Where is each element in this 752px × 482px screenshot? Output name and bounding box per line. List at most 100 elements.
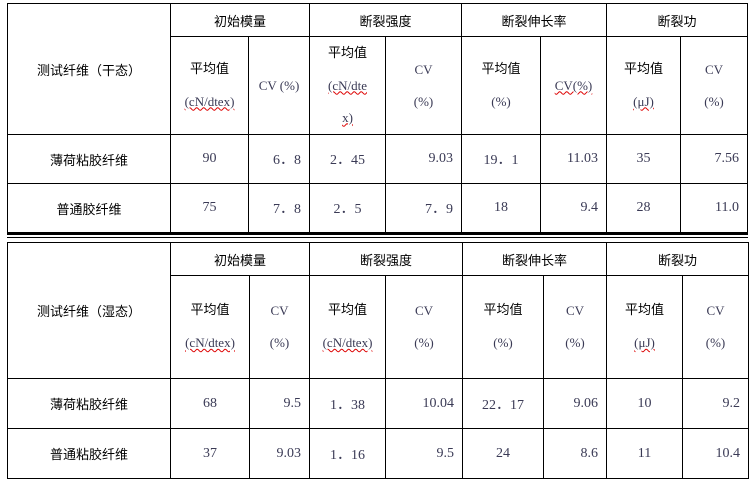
cv-value: 7.56 — [680, 134, 748, 184]
subheader-cell: CV(%) — [540, 36, 607, 135]
subheader-unit: (%) — [491, 93, 511, 109]
cv-value: 11.03 — [540, 134, 607, 184]
mean-value: 28 — [606, 183, 681, 233]
row-header-label: 测试纤维（干态） — [7, 3, 171, 135]
subheader-cell: CV (%) — [385, 275, 463, 379]
subheader-label: 平均值 — [327, 45, 367, 61]
dry-state-table: 测试纤维（干态） 初始模量 断裂强度 断裂伸长率 断裂功 平均值 (cN/dtex) CV (… — [7, 3, 748, 233]
group-header: 断裂伸长率 — [462, 242, 607, 276]
subheader-unit: (cN/dtex) — [185, 335, 235, 350]
mean-value: 2．5 — [309, 183, 386, 233]
subheader-cell: CV (%) — [385, 36, 462, 135]
subheader-unit: (%) — [565, 335, 585, 350]
subheader-unit: CV — [706, 303, 725, 318]
subheader-unit: (%) — [414, 335, 434, 350]
table-separator — [7, 232, 748, 238]
row-header-label: 测试纤维（湿态） — [7, 242, 171, 379]
subheader-cell: 平均值 (cN/dtex) — [309, 275, 386, 379]
subheader-unit: CV — [414, 61, 433, 77]
subheader-unit: CV (%) — [258, 77, 300, 93]
subheader-unit: CV — [270, 303, 289, 318]
subheader-cell: 平均值 (cN/dte x) — [309, 36, 386, 135]
mean-value: 37 — [170, 428, 250, 479]
mean-value: 2．45 — [309, 134, 386, 184]
group-header-row: 测试纤维（湿态） 初始模量 断裂强度 断裂伸长率 断裂功 — [7, 242, 749, 379]
cv-value: 6．8 — [248, 134, 310, 184]
subheader-cell: 平均值 (%) — [461, 36, 541, 135]
fiber-name: 普通粘胶纤维 — [7, 428, 171, 479]
mean-value: 22．17 — [462, 378, 544, 429]
table-row: 普通粘胶纤维 37 9.03 1．16 9.5 24 8.6 11 10.4 — [7, 428, 749, 479]
cv-value: 9.2 — [682, 378, 749, 429]
subheader-unit: (%) — [705, 335, 726, 350]
cv-value: 9.06 — [543, 378, 607, 429]
cv-value: 9.03 — [249, 428, 310, 479]
subheader-cell: 平均值 (%) — [462, 275, 544, 379]
subheader-label: 平均值 — [327, 303, 367, 318]
cv-value: 9.5 — [249, 378, 310, 429]
cv-value: 9.03 — [385, 134, 462, 184]
subheader-unit: (%) — [413, 93, 434, 109]
mean-value: 24 — [462, 428, 544, 479]
subheader-label: 平均值 — [481, 61, 521, 77]
mean-value: 11 — [606, 428, 683, 479]
mean-value: 10 — [606, 378, 683, 429]
group-header: 断裂强度 — [309, 242, 463, 276]
mean-value: 19．1 — [461, 134, 541, 184]
cv-value: 9.5 — [385, 428, 463, 479]
subheader-unit: (%) — [493, 335, 513, 350]
cv-value: 10.04 — [385, 378, 463, 429]
group-header-row: 测试纤维（干态） 初始模量 断裂强度 断裂伸长率 断裂功 — [7, 3, 748, 135]
group-header: 断裂伸长率 — [461, 3, 607, 37]
subheader-unit: x) — [342, 109, 353, 125]
subheader-cell: CV(%) — [680, 36, 748, 135]
subheader-label: 平均值 — [189, 61, 229, 77]
subheader-unit: CV — [414, 303, 434, 318]
mean-value: 18 — [461, 183, 541, 233]
subheader-label: 平均值 — [624, 303, 664, 318]
cv-value: 11.0 — [680, 183, 748, 233]
subheader-unit: (cN/dtex) — [184, 93, 235, 109]
fiber-name: 普通胶纤维 — [7, 183, 171, 233]
subheader-unit: (cN/dte — [328, 77, 367, 93]
cv-value: 10.4 — [682, 428, 749, 479]
mean-value: 1．16 — [309, 428, 386, 479]
subheader-cell: CV (%) — [249, 275, 310, 379]
subheader-label: 平均值 — [623, 61, 663, 77]
cv-value: 8.6 — [543, 428, 607, 479]
subheader-cell: CV (%) — [543, 275, 607, 379]
mean-value: 35 — [606, 134, 681, 184]
subheader-unit: (μJ) — [634, 335, 655, 350]
subheader-label: 平均值 — [190, 303, 230, 318]
group-header: 断裂功 — [606, 3, 748, 37]
group-header: 断裂强度 — [309, 3, 462, 37]
wet-state-table: 测试纤维（湿态） 初始模量 断裂强度 断裂伸长率 断裂功 平均值 (cN/dtex) CV (%… — [7, 242, 749, 479]
cv-value: 9.4 — [540, 183, 607, 233]
subheader-unit: CV(%) — [554, 77, 593, 93]
fiber-name: 薄荷粘胶纤维 — [7, 134, 171, 184]
subheader-cell: 平均值 (cN/dtex) — [170, 36, 249, 135]
table-row: 薄荷粘胶纤维 90 6．8 2．45 9.03 19．1 11.03 35 7.56 — [7, 134, 748, 184]
subheader-cell: CV (%) — [248, 36, 310, 135]
subheader-unit: (%) — [269, 335, 290, 350]
subheader-cell: CV (%) — [682, 275, 749, 379]
subheader-unit: (cN/dtex) — [322, 335, 373, 350]
subheader-cell: 平均值 (μJ) — [606, 275, 683, 379]
group-header: 初始模量 — [170, 3, 310, 37]
mean-value: 1．38 — [309, 378, 386, 429]
group-header: 断裂功 — [606, 242, 749, 276]
mean-value: 75 — [170, 183, 249, 233]
subheader-unit: (μJ) — [633, 93, 654, 109]
group-header: 初始模量 — [170, 242, 310, 276]
mean-value: 68 — [170, 378, 250, 429]
subheader-unit: CV — [565, 303, 585, 318]
subheader-row: 平均值 (cN/dtex) CV (%) 平均值 (cN/dte x) CV (%) 平均值 (%… — [8, 36, 748, 135]
cv-value: 7．9 — [385, 183, 462, 233]
subheader-unit: (%) — [704, 93, 724, 109]
mean-value: 90 — [170, 134, 249, 184]
table-row: 薄荷粘胶纤维 68 9.5 1．38 10.04 22．17 9.06 10 9.2 — [7, 378, 749, 429]
subheader-cell: 平均值 (μJ) — [606, 36, 681, 135]
table-row: 普通胶纤维 75 7．8 2．5 7．9 18 9.4 28 11.0 — [7, 183, 748, 233]
subheader-cell: 平均值 (cN/dtex) — [170, 275, 250, 379]
cv-value: 7．8 — [248, 183, 310, 233]
